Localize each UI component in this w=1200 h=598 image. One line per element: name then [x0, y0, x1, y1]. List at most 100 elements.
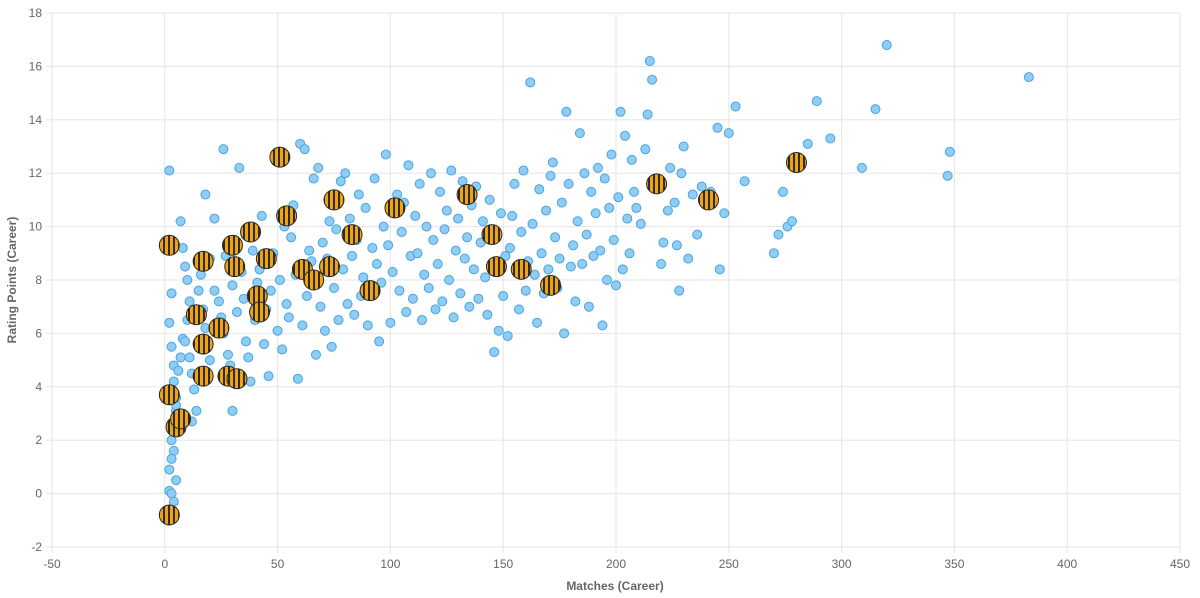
player-point [218, 144, 229, 155]
x-tick-label: -50 [43, 557, 61, 571]
player-point [166, 288, 177, 299]
highlighted-point [192, 250, 214, 272]
player-point [394, 285, 405, 296]
player-point [773, 229, 784, 240]
player-point [319, 325, 330, 336]
player-point [579, 168, 590, 179]
player-point [419, 269, 430, 280]
player-point [595, 245, 606, 256]
player-point [536, 248, 547, 259]
highlighted-point [697, 189, 719, 211]
highlighted-point [255, 248, 277, 270]
player-point [870, 104, 881, 115]
player-point [342, 299, 353, 310]
player-point [401, 307, 412, 318]
player-point [333, 315, 344, 326]
highlighted-point [318, 256, 340, 278]
highlighted-point [158, 504, 180, 526]
player-point [272, 325, 283, 336]
player-point [299, 144, 310, 155]
player-point [437, 296, 448, 307]
player-point [193, 285, 204, 296]
player-point [353, 189, 364, 200]
player-point [622, 213, 633, 224]
player-point [344, 213, 355, 224]
player-point [421, 221, 432, 232]
player-point [362, 320, 373, 331]
player-point [234, 162, 245, 173]
highlighted-point [510, 258, 532, 280]
player-point [647, 74, 658, 85]
player-point [171, 475, 182, 486]
player-point [324, 216, 335, 227]
x-tick-label: 350 [944, 557, 964, 571]
player-point [550, 232, 561, 243]
player-point [768, 248, 779, 259]
player-point [347, 250, 358, 261]
player-point [435, 186, 446, 197]
player-point [529, 269, 540, 280]
player-point [581, 229, 592, 240]
player-point [577, 258, 588, 269]
player-point [525, 77, 536, 88]
x-tick-label: 200 [606, 557, 626, 571]
player-point [583, 301, 594, 312]
player-point [200, 189, 211, 200]
player-point [942, 170, 953, 181]
player-point [601, 275, 612, 285]
player-point [484, 194, 495, 205]
highlighted-point [170, 408, 192, 430]
player-point [222, 349, 233, 360]
player-point [626, 154, 637, 165]
player-point [191, 405, 202, 416]
player-point [227, 280, 238, 291]
highlighted-points [158, 146, 807, 526]
player-point [495, 208, 506, 219]
player-point [825, 133, 836, 144]
player-point [669, 197, 680, 208]
highlighted-point [485, 256, 507, 278]
y-tick-label: 12 [29, 166, 43, 180]
player-point [166, 341, 177, 352]
player-point [329, 283, 339, 294]
player-point [277, 344, 288, 355]
player-point [604, 202, 615, 213]
highlighted-point [208, 317, 230, 339]
player-point [414, 178, 425, 189]
player-point [631, 202, 642, 213]
player-point [281, 299, 292, 310]
player-point [263, 371, 274, 382]
player-point [572, 216, 583, 227]
player-point [423, 283, 434, 294]
player-point [259, 339, 270, 350]
player-point [513, 304, 524, 315]
player-point [500, 250, 511, 261]
highlighted-point [240, 221, 262, 243]
player-point [371, 258, 382, 269]
player-point [227, 405, 238, 416]
player-point [559, 328, 570, 339]
player-point [428, 234, 439, 245]
y-tick-label: 14 [29, 113, 43, 127]
player-point [597, 320, 608, 331]
player-point [315, 301, 326, 312]
x-tick-label: 0 [161, 557, 168, 571]
player-point [1023, 72, 1034, 83]
player-point [624, 248, 635, 259]
player-point [482, 309, 493, 320]
player-point [432, 258, 443, 269]
y-tick-label: 18 [29, 6, 43, 20]
player-point [184, 352, 195, 363]
grid [46, 12, 1181, 553]
player-point [674, 285, 685, 296]
player-point [498, 291, 509, 302]
x-tick-label: 300 [832, 557, 852, 571]
player-point [856, 162, 867, 173]
player-point [283, 312, 294, 323]
player-point [182, 275, 193, 285]
player-point [455, 288, 466, 299]
player-point [504, 242, 515, 253]
player-point [712, 122, 723, 133]
player-point [349, 309, 360, 320]
player-point [588, 250, 599, 261]
